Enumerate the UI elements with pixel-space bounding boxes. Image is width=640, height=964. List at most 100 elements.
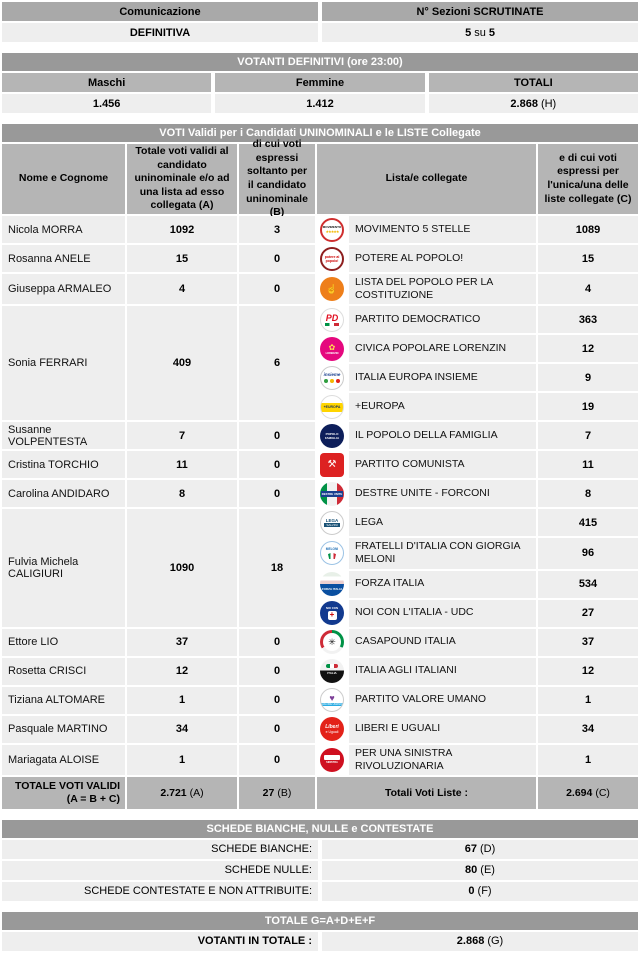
candidate-name: Susanne VOLPENTESTA [2,422,125,450]
list-votes-c: 8 [538,480,638,508]
party-logo-cell [317,245,347,272]
candidate-votes-a: 15 [127,245,237,272]
sezioni-header: N° Sezioni SCRUTINATE [322,2,638,21]
list-votes-c: 7 [538,422,638,450]
candidate-name: Mariagata ALOISE [2,744,125,775]
iai-logo-icon [320,659,344,683]
party-list-name: PARTITO COMUNISTA [349,451,536,479]
party-list-name: IL POPOLO DELLA FAMIGLIA [349,422,536,450]
col-header-liste: Lista/e collegate [317,144,536,214]
list-votes-c: 4 [538,274,638,305]
votanti-totali-tag: (H) [540,97,557,110]
candidate-votes-b: 6 [239,306,315,421]
candidate-name: Cristina TORCHIO [2,451,125,479]
sezioni-value: 5 su 5 [322,23,638,42]
votanti-in-totale-value: 2.868 (G) [322,931,638,951]
votanti-femmine-value: 1.412 [215,94,425,113]
totals-a-number: 2.721 [160,786,187,799]
party-list-name: ITALIA EUROPA INSIEME [349,364,536,392]
candidate-votes-a: 37 [127,628,237,656]
iei-logo-icon [320,365,344,390]
party-logo-cell [317,744,347,775]
party-logo-cell [317,335,347,363]
schede-contestate-tag: (F) [477,885,492,898]
totals-c: 2.694 (C) [538,776,638,809]
schede-bianche-value: 67 (D) [322,839,638,859]
totals-label-line2: (A = B + C) [66,792,120,805]
candidate-votes-b: 0 [239,480,315,508]
party-list-name: PARTITO VALORE UMANO [349,686,536,714]
party-logo-cell [317,306,347,334]
list-votes-c: 12 [538,335,638,363]
totals-a-tag: (A) [189,786,204,799]
leu-logo-icon [320,717,344,741]
list-votes-c: 534 [538,570,638,598]
schede-bianche-number: 67 [464,843,477,856]
candidate-name: Ettore LIO [2,628,125,656]
candidate-votes-a: 1 [127,686,237,714]
party-list-name: PARTITO DEMOCRATICO [349,306,536,334]
list-votes-c: 37 [538,628,638,656]
candidate-name: Tiziana ALTOMARE [2,686,125,714]
party-list-name: ITALIA AGLI ITALIANI [349,657,536,685]
totals-c-number: 2.694 [566,786,593,799]
party-logo-cell [317,715,347,743]
candidate-name: Fulvia Michela CALIGIURI [2,509,125,627]
party-logo-cell [317,538,347,569]
votanti-totali-value: 2.868 (H) [428,94,638,113]
party-list-name: DESTRE UNITE - FORCONI [349,480,536,508]
candidate-votes-b: 0 [239,274,315,305]
col-header-nome: Nome e Cognome [2,144,125,214]
party-list-name: LEGA [349,509,536,537]
candidate-votes-b: 3 [239,216,315,243]
list-votes-c: 27 [538,599,638,627]
fdi-logo-icon [320,541,344,566]
candidate-votes-a: 1092 [127,216,237,243]
cpi-logo-icon [320,630,344,654]
candidate-name: Sonia FERRARI [2,306,125,421]
party-list-name: +EUROPA [349,393,536,421]
comunicazione-header: Comunicazione [2,2,318,21]
list-votes-c: 1089 [538,216,638,243]
party-logo-cell [317,216,347,243]
sezioni-count-done: 5 [465,26,472,39]
schede-bianche-label: SCHEDE BIANCHE: [2,839,318,859]
votanti-in-totale-tag: (G) [487,935,504,948]
pdf-logo-icon [320,423,344,448]
votanti-header-maschi: Maschi [2,73,212,92]
duf-logo-icon [320,481,344,506]
fi-logo-icon [320,572,344,596]
comunicazione-table: Comunicazione N° Sezioni SCRUTINATE DEFI… [2,2,638,42]
schede-contestate-value: 0 (F) [322,881,638,901]
totals-row: TOTALE VOTI VALIDI (A = B + C) 2.721 (A)… [2,776,638,809]
list-votes-c: 15 [538,245,638,272]
list-votes-c: 1 [538,686,638,714]
candidate-name: Carolina ANDIDARO [2,480,125,508]
schede-contestate-label: SCHEDE CONTESTATE E NON ATTRIBUITE: [2,881,318,901]
votanti-section: VOTANTI DEFINITIVI (ore 23:00) Maschi Fe… [2,53,638,113]
party-list-name: LISTA DEL POPOLO PER LA COSTITUZIONE [349,274,536,305]
schede-section: SCHEDE BIANCHE, NULLE e CONTESTATE SCHED… [2,819,638,901]
candidate-votes-a: 8 [127,480,237,508]
votanti-table: Maschi Femmine TOTALI 1.456 1.412 2.868 … [2,73,638,113]
party-logo-cell [317,451,347,479]
ldp-logo-icon [320,277,344,302]
party-list-name: NOI CON L'ITALIA - UDC [349,599,536,627]
col-header-b: di cui voti espressi soltanto per il can… [239,138,315,218]
voti-validi-column-headers: Nome e Cognome Totale voti validi al can… [2,138,638,218]
col-header-a: Totale voti validi al candidato uninomin… [127,144,237,214]
candidate-votes-a: 1090 [127,509,237,627]
candidate-votes-b: 0 [239,422,315,450]
pd-logo-icon [320,307,344,332]
list-votes-c: 9 [538,364,638,392]
list-votes-c: 96 [538,538,638,569]
cp-logo-icon [320,336,344,361]
voti-validi-banner: VOTI Validi per i Candidati UNINOMINALI … [2,124,638,142]
candidate-votes-a: 34 [127,715,237,743]
totals-label: TOTALE VOTI VALIDI (A = B + C) [2,776,125,809]
party-logo-cell [317,570,347,598]
totals-a: 2.721 (A) [127,776,237,809]
candidate-votes-b: 0 [239,628,315,656]
votanti-maschi-value: 1.456 [2,94,212,113]
